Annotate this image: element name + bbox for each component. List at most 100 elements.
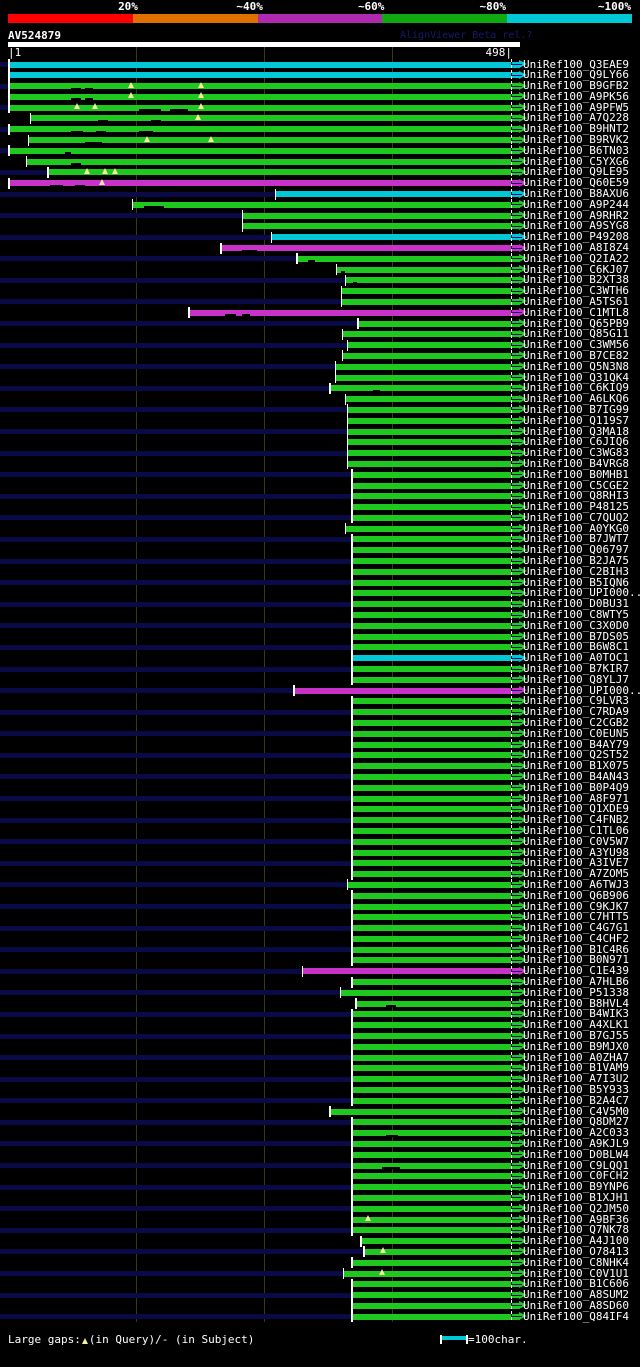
alignment-row[interactable]: UniRef100_A9KJL9 xyxy=(0,1136,640,1150)
alignment-row[interactable]: UniRef100_B4AY79 xyxy=(0,738,640,751)
hit-label[interactable]: UniRef100_C4V5M0 xyxy=(523,1104,629,1118)
hit-label[interactable]: UniRef100_Q2IA22 xyxy=(523,251,629,265)
hit-label[interactable]: UniRef100_A0YKG0 xyxy=(523,521,629,535)
hsp-bar[interactable] xyxy=(363,1247,527,1256)
hsp-bar[interactable] xyxy=(351,1139,527,1148)
alignment-row[interactable]: UniRef100_Q65PB9 xyxy=(0,317,640,330)
hit-label[interactable]: UniRef100_C1E439 xyxy=(523,964,629,978)
hsp-bar[interactable] xyxy=(351,848,527,857)
alignment-row[interactable]: UniRef100_C6JIQ6 xyxy=(0,436,640,448)
hit-label[interactable]: UniRef100_B9RVK2 xyxy=(523,133,629,147)
alignment-row[interactable]: UniRef100_Q5N3N8 xyxy=(0,359,640,373)
alignment-row[interactable]: UniRef100_UPI000.. xyxy=(0,587,640,600)
alignment-row[interactable]: UniRef100_B1C4R6 xyxy=(0,943,640,956)
hit-label[interactable]: UniRef100_Q06797 xyxy=(523,543,629,557)
hit-label[interactable]: UniRef100_C3X0D0 xyxy=(523,618,629,632)
alignment-row[interactable]: UniRef100_C3WTH6 xyxy=(0,285,640,297)
alignment-row[interactable]: UniRef100_B0MHB1 xyxy=(0,467,640,481)
hsp-bar[interactable] xyxy=(8,60,527,68)
alignment-row[interactable]: UniRef100_A7I3U2 xyxy=(0,1072,640,1086)
alignment-row[interactable]: UniRef100_Q6B906 xyxy=(0,889,640,902)
alignment-row[interactable]: UniRef100_B0P4Q9 xyxy=(0,781,640,794)
alignment-row[interactable]: UniRef100_B5Y933 xyxy=(0,1084,640,1096)
hsp-bar[interactable] xyxy=(351,588,527,597)
hsp-bar[interactable] xyxy=(47,167,527,176)
alignment-row[interactable]: UniRef100_Q06797 xyxy=(0,543,640,557)
hit-label[interactable]: UniRef100_A7Q228 xyxy=(523,111,629,125)
hit-label[interactable]: UniRef100_C8NHK4 xyxy=(523,1255,629,1269)
hit-label[interactable]: UniRef100_C5YXG6 xyxy=(523,154,629,168)
hit-label[interactable]: UniRef100_A7I3U2 xyxy=(523,1072,629,1086)
hit-label[interactable]: UniRef100_B0MHB1 xyxy=(523,467,629,481)
hsp-bar[interactable] xyxy=(351,718,527,727)
hsp-bar[interactable] xyxy=(351,567,527,576)
hit-label[interactable]: UniRef100_A9KJL9 xyxy=(523,1136,629,1150)
hit-label[interactable]: UniRef100_C3WG83 xyxy=(523,446,629,460)
hsp-bar[interactable] xyxy=(25,157,527,166)
hit-label[interactable]: UniRef100_Q5N3N8 xyxy=(523,359,629,373)
hit-label[interactable]: UniRef100_Q84IF4 xyxy=(523,1309,629,1323)
hsp-bar[interactable] xyxy=(301,966,527,975)
hsp-bar[interactable] xyxy=(351,491,527,500)
hit-label[interactable]: UniRef100_C1TL06 xyxy=(523,823,629,837)
hsp-bar[interactable] xyxy=(351,955,527,964)
hsp-bar[interactable] xyxy=(188,308,527,317)
hsp-bar[interactable] xyxy=(346,340,527,349)
alignment-row[interactable]: UniRef100_B7GJ55 xyxy=(0,1029,640,1043)
alignment-row[interactable]: UniRef100_C4FNB2 xyxy=(0,814,640,826)
hsp-bar[interactable] xyxy=(351,632,527,641)
alignment-row[interactable]: UniRef100_C7QUQ2 xyxy=(0,511,640,524)
hit-label[interactable]: UniRef100_C3WM56 xyxy=(523,338,629,352)
hsp-bar[interactable] xyxy=(351,664,527,673)
alignment-row[interactable]: UniRef100_C0EUN5 xyxy=(0,727,640,740)
alignment-row[interactable]: UniRef100_B2A4C7 xyxy=(0,1094,640,1107)
hit-label[interactable]: UniRef100_D0BLW4 xyxy=(523,1147,629,1161)
hit-label[interactable]: UniRef100_B1XJH1 xyxy=(523,1190,629,1204)
hsp-bar[interactable] xyxy=(339,988,527,997)
hsp-bar[interactable] xyxy=(351,1074,527,1083)
hit-label[interactable]: UniRef100_B7GJ55 xyxy=(523,1029,629,1043)
hit-label[interactable]: UniRef100_Q8RHI3 xyxy=(523,489,629,503)
hsp-bar[interactable] xyxy=(340,297,527,306)
hit-label[interactable]: UniRef100_Q60E59 xyxy=(523,176,629,190)
alignment-row[interactable]: UniRef100_O78413 xyxy=(0,1245,640,1258)
hsp-bar[interactable] xyxy=(351,1150,527,1159)
hsp-bar[interactable] xyxy=(351,1042,527,1051)
hsp-bar[interactable] xyxy=(351,707,527,716)
hit-label[interactable]: UniRef100_A3IVE7 xyxy=(523,856,629,870)
hit-label[interactable]: UniRef100_A0ZHA7 xyxy=(523,1050,629,1064)
alignment-row[interactable]: UniRef100_B7CE82 xyxy=(0,349,640,362)
alignment-row[interactable]: UniRef100_C6KIQ9 xyxy=(0,382,640,395)
hsp-bar[interactable] xyxy=(351,1096,527,1105)
hsp-bar[interactable] xyxy=(131,200,527,209)
alignment-row[interactable]: UniRef100_Q8YLJ7 xyxy=(0,673,640,686)
hit-label[interactable]: UniRef100_C0FCH2 xyxy=(523,1169,629,1183)
hsp-bar[interactable] xyxy=(293,686,527,695)
alignment-row[interactable]: UniRef100_A0TOC1 xyxy=(0,651,640,665)
hit-label[interactable]: UniRef100_A9PFW5 xyxy=(523,100,629,114)
alignment-row[interactable]: UniRef100_C9LQQ1 xyxy=(0,1159,640,1172)
alignment-row[interactable]: UniRef100_C1E439 xyxy=(0,964,640,978)
alignment-row[interactable]: UniRef100_B1X075 xyxy=(0,759,640,773)
hsp-bar[interactable] xyxy=(341,351,527,360)
hsp-bar[interactable] xyxy=(351,1117,527,1126)
alignment-row[interactable]: UniRef100_C6KJ07 xyxy=(0,263,640,276)
hsp-bar[interactable] xyxy=(342,1269,527,1278)
hit-label[interactable]: UniRef100_C1MTL8 xyxy=(523,305,629,319)
hit-label[interactable]: UniRef100_B6TN03 xyxy=(523,143,629,157)
hsp-bar[interactable] xyxy=(351,1225,527,1234)
alignment-row[interactable]: UniRef100_B5IQN6 xyxy=(0,576,640,589)
hsp-bar[interactable] xyxy=(296,254,527,263)
hit-label[interactable]: UniRef100_A0TOC1 xyxy=(523,651,629,665)
hit-label[interactable]: UniRef100_B4WIK3 xyxy=(523,1007,629,1021)
hit-label[interactable]: UniRef100_Q9LE95 xyxy=(523,165,629,179)
alignment-row[interactable]: UniRef100_Q60E59 xyxy=(0,176,640,190)
alignment-row[interactable]: UniRef100_C0FCH2 xyxy=(0,1169,640,1183)
hit-label[interactable]: UniRef100_A8SUM2 xyxy=(523,1288,629,1302)
hit-label[interactable]: UniRef100_A3YU98 xyxy=(523,845,629,859)
hit-label[interactable]: UniRef100_B8AXU6 xyxy=(523,187,629,201)
hit-label[interactable]: UniRef100_B1X075 xyxy=(523,759,629,773)
hit-label[interactable]: UniRef100_B1VAM9 xyxy=(523,1061,629,1075)
alignment-row[interactable]: UniRef100_C8WTY5 xyxy=(0,608,640,622)
hit-label[interactable]: UniRef100_C8WTY5 xyxy=(523,608,629,622)
